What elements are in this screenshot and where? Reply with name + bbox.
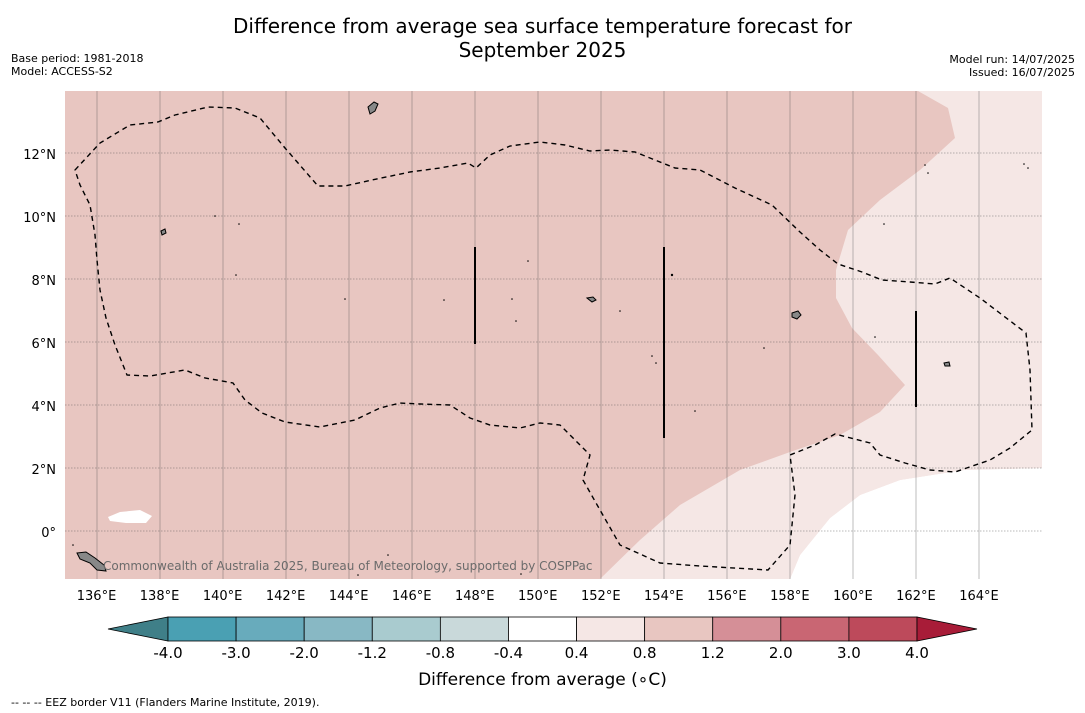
atolls [72,163,1029,576]
colorbar-segment [371,616,441,642]
title-line-2: September 2025 [458,38,627,62]
colorbar-tick-label: 1.2 [701,644,725,662]
lon-tick-label: 158°E [770,589,810,604]
run-info: Model run: 14/07/2025 Issued: 16/07/2025 [949,53,1075,79]
islands [76,101,951,572]
longitude-tick-labels: 136°E 138°E 140°E 142°E 144°E 146°E 148°E 150°E… [77,589,999,604]
colorbar-segment [167,616,237,642]
colorbar-segment [235,616,305,642]
lon-tick-label: 144°E [329,589,369,604]
colorbar-tick-label: -2.0 [290,644,319,662]
lon-tick-label: 156°E [707,589,747,604]
colorbar-segment [303,616,373,642]
issued-date: Issued: 16/07/2025 [968,66,1075,79]
footnote: -- -- -- EEZ border V11 (Flanders Marine… [11,696,320,709]
lon-tick-label: 162°E [896,589,936,604]
colorbar-segment [712,616,782,642]
eez-solid-segments [474,247,917,438]
colorbar-tick-label: 0.4 [565,644,589,662]
copyright-notice: Commonwealth of Australia 2025, Bureau o… [103,559,593,573]
title-line-1: Difference from average sea surface temp… [232,14,852,38]
colorbar-extend-high [916,616,978,642]
lon-tick-label: 148°E [455,589,495,604]
colorbar-segment [576,616,646,642]
eez-border-fsm-west [74,106,1033,571]
colorbar-tick-label: 0.8 [633,644,657,662]
lat-tick-label: 12°N [23,148,56,163]
lat-tick-label: 4°N [32,400,57,415]
lon-tick-label: 160°E [833,589,873,604]
lon-tick-label: 150°E [518,589,558,604]
island-kosrae [943,361,951,367]
colorbar-tick-labels: -4.0 -3.0 -2.0 -1.2 -0.8 -0.4 0.4 0.8 1.2 2.0 3.0 4… [153,644,929,662]
colorbar-tick-label: 2.0 [769,644,793,662]
colorbar-tick-label: -0.4 [494,644,523,662]
colorbar-extend-low [107,616,169,642]
island-nw-1 [367,101,379,115]
colorbar-tick-label: -4.0 [153,644,182,662]
lon-tick-label: 140°E [203,589,243,604]
colorbar-segment [780,616,850,642]
island-nw-2 [160,228,167,236]
colorbar-segment [439,616,509,642]
island-cluster-1 [585,296,597,303]
colorbar-tick-label: -3.0 [221,644,250,662]
model-info: Base period: 1981-2018 Model: ACCESS-S2 [11,52,143,78]
lat-tick-label: 6°N [32,337,57,352]
lon-tick-label: 138°E [140,589,180,604]
lon-tick-label: 142°E [266,589,306,604]
island-pohnpei [791,310,802,320]
model-run-date: Model run: 14/07/2025 [949,53,1075,66]
base-period: Base period: 1981-2018 [11,52,144,65]
map-area: Commonwealth of Australia 2025, Bureau o… [65,91,1042,579]
lat-tick-label: 2°N [32,463,57,478]
lon-tick-label: 146°E [392,589,432,604]
lon-tick-label: 136°E [77,589,117,604]
colorbar-segment [644,616,714,642]
model-name: Model: ACCESS-S2 [11,65,113,78]
colorbar-segment [848,616,918,642]
lat-tick-label: 0° [41,526,56,541]
latitude-tick-labels: 12°N 10°N 8°N 6°N 4°N 2°N 0° [23,148,56,541]
island-png-north [76,551,107,572]
lat-tick-label: 8°N [32,274,57,289]
colorbar-tick-label: -0.8 [426,644,455,662]
anomaly-patch-neutral [108,510,152,523]
colorbar-tick-label: -1.2 [358,644,387,662]
colorbar-tick-label: 4.0 [905,644,929,662]
colorbar-tick-label: 3.0 [837,644,861,662]
lon-tick-label: 164°E [959,589,999,604]
colorbar-label: Difference from average (∘C) [418,670,667,690]
colorbar [107,616,978,642]
colorbar-segment [508,616,577,642]
anomaly-region-light [600,91,1042,579]
lon-tick-label: 152°E [581,589,621,604]
lon-tick-label: 154°E [644,589,684,604]
lat-tick-label: 10°N [23,211,56,226]
eez-borders [74,106,1033,571]
map-title: Difference from average sea surface temp… [0,14,1085,62]
